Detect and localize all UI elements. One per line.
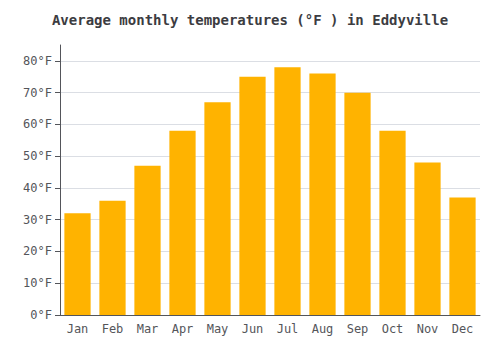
svg-text:60°F: 60°F xyxy=(23,117,52,131)
svg-text:Nov: Nov xyxy=(417,322,439,336)
svg-text:Jan: Jan xyxy=(67,322,89,336)
svg-text:Sep: Sep xyxy=(347,322,369,336)
svg-text:Jun: Jun xyxy=(242,322,264,336)
svg-text:May: May xyxy=(207,322,229,336)
svg-text:30°F: 30°F xyxy=(23,213,52,227)
svg-text:Oct: Oct xyxy=(382,322,404,336)
svg-text:Average monthly temperatures (: Average monthly temperatures (°F ) in Ed… xyxy=(52,12,448,28)
svg-text:Aug: Aug xyxy=(312,322,334,336)
svg-text:50°F: 50°F xyxy=(23,149,52,163)
svg-text:40°F: 40°F xyxy=(23,181,52,195)
svg-text:Jul: Jul xyxy=(277,322,299,336)
svg-text:70°F: 70°F xyxy=(23,86,52,100)
svg-text:10°F: 10°F xyxy=(23,276,52,290)
svg-text:Apr: Apr xyxy=(172,322,194,336)
svg-text:Feb: Feb xyxy=(102,322,124,336)
svg-text:80°F: 80°F xyxy=(23,54,52,68)
svg-text:Dec: Dec xyxy=(452,322,474,336)
svg-text:Mar: Mar xyxy=(137,322,159,336)
svg-text:20°F: 20°F xyxy=(23,244,52,258)
svg-text:0°F: 0°F xyxy=(30,308,52,322)
